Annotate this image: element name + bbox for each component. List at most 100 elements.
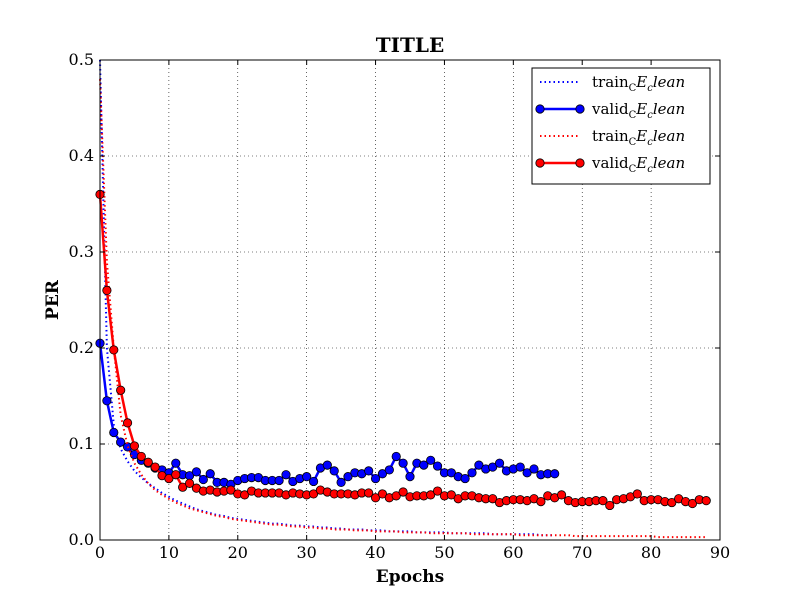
data-point (405, 472, 415, 482)
data-point (398, 458, 408, 468)
data-point (474, 460, 484, 470)
data-point (302, 472, 312, 482)
data-point (364, 466, 374, 476)
data-point (426, 490, 436, 500)
data-point (136, 451, 146, 462)
legend-item: trainCEclean (540, 127, 685, 148)
data-point (370, 493, 381, 503)
data-point (171, 470, 181, 480)
data-point (178, 482, 188, 492)
series-2 (99, 79, 707, 539)
y-tick-label: 0.3 (69, 242, 94, 261)
data-point (488, 494, 498, 504)
data-point (109, 427, 119, 438)
data-point (446, 490, 456, 500)
series-1 (95, 338, 560, 489)
data-point (281, 470, 291, 480)
data-point (460, 473, 470, 484)
data-point (426, 455, 436, 465)
data-point (102, 285, 112, 295)
y-tick-label: 0.5 (69, 50, 94, 69)
chart-title: TITLE (376, 33, 444, 57)
data-point (274, 475, 284, 486)
data-point (391, 451, 401, 462)
data-point (164, 473, 174, 484)
data-point (377, 489, 388, 499)
data-point (467, 468, 477, 478)
data-point (550, 469, 560, 479)
x-tick-label: 0 (95, 543, 105, 562)
y-tick-label: 0.2 (69, 338, 94, 357)
legend-marker (535, 158, 545, 168)
legend-marker (535, 104, 545, 114)
legend-label: validCEclean (591, 154, 685, 175)
data-point (432, 461, 443, 471)
x-tick-label: 10 (159, 543, 179, 562)
data-point (171, 458, 181, 468)
data-point (419, 460, 429, 470)
data-point (556, 490, 567, 500)
data-point (129, 441, 140, 451)
legend-label: validCEclean (591, 100, 685, 121)
data-point (515, 462, 525, 472)
legend-item: validCEclean (535, 154, 685, 175)
data-point (529, 464, 539, 474)
data-point (488, 462, 498, 472)
y-tick-label: 0.0 (69, 530, 94, 549)
data-point (343, 472, 353, 482)
data-point (308, 476, 319, 487)
data-point (494, 458, 505, 468)
data-point (370, 473, 381, 484)
data-point (198, 474, 208, 485)
data-point (116, 385, 126, 395)
y-axis-title: PER (43, 279, 63, 320)
x-tick-label: 90 (710, 543, 730, 562)
data-point (240, 490, 250, 500)
legend-marker (575, 104, 585, 114)
legend-item: validCEclean (535, 100, 685, 121)
series-3 (95, 189, 711, 511)
data-point (391, 491, 401, 501)
data-point (308, 489, 319, 499)
data-point (632, 489, 642, 499)
x-tick-label: 70 (572, 543, 592, 562)
x-tick-label: 80 (641, 543, 661, 562)
x-axis-title: Epochs (376, 567, 444, 587)
x-tick-label: 20 (228, 543, 248, 562)
series-line-2 (99, 79, 707, 539)
legend-label: trainCEclean (592, 73, 685, 94)
data-point (184, 478, 195, 488)
data-point (364, 488, 374, 498)
plot-frame (99, 59, 721, 541)
data-point (109, 345, 119, 355)
legend: trainCEclean validCEclean trainCEclean vali… (531, 67, 711, 185)
data-point (432, 486, 443, 496)
legend-item: trainCEclean (540, 73, 685, 94)
data-point (322, 460, 332, 470)
x-tick-label: 40 (365, 543, 385, 562)
x-tick-label: 50 (434, 543, 454, 562)
data-point (667, 497, 677, 508)
data-point (336, 477, 346, 487)
data-point (605, 500, 615, 511)
legend-marker (575, 158, 585, 168)
y-tick-label: 0.4 (69, 146, 94, 165)
data-point (102, 396, 112, 406)
data-point (536, 496, 546, 507)
legend-label: trainCEclean (592, 127, 685, 148)
data-point (122, 418, 133, 428)
data-point (384, 465, 394, 475)
data-point (701, 496, 711, 506)
data-point (398, 487, 408, 497)
plot-area (95, 59, 711, 539)
y-tick-label: 0.1 (69, 434, 94, 453)
x-tick-label: 30 (296, 543, 316, 562)
data-point (446, 468, 456, 478)
data-point (329, 466, 339, 476)
legend-box (531, 67, 711, 185)
data-point (116, 437, 126, 447)
data-point (150, 462, 160, 472)
x-tick-label: 60 (503, 543, 523, 562)
data-point (226, 485, 236, 495)
